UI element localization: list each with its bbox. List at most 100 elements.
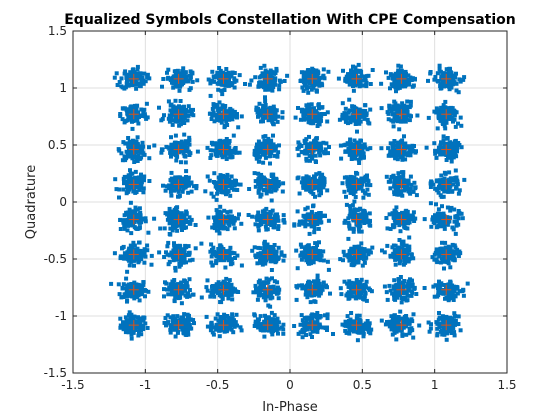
symbol-point	[392, 278, 397, 283]
symbol-point	[188, 151, 193, 156]
symbol-point	[314, 146, 319, 150]
symbol-point	[216, 285, 221, 290]
symbol-point	[214, 116, 219, 121]
symbol-point	[226, 319, 231, 324]
symbol-point	[181, 148, 185, 153]
symbol-point	[363, 78, 368, 83]
symbol-point	[273, 250, 278, 254]
symbol-point	[219, 153, 224, 158]
symbol-point	[218, 68, 223, 73]
symbol-point	[191, 184, 196, 189]
symbol-point	[271, 176, 276, 181]
symbol-point	[303, 292, 308, 297]
symbol-point	[185, 109, 190, 114]
symbol-point	[176, 244, 181, 249]
symbol-point	[122, 254, 127, 259]
symbol-point	[266, 324, 271, 329]
symbol-point	[256, 171, 261, 176]
symbol-point	[138, 220, 143, 225]
symbol-point	[120, 245, 125, 250]
symbol-point	[308, 154, 313, 159]
symbol-point	[268, 161, 272, 166]
symbol-point	[128, 168, 132, 173]
symbol-point	[400, 325, 404, 330]
symbol-point	[357, 229, 362, 234]
symbol-point	[207, 178, 212, 183]
symbol-point	[159, 118, 164, 123]
symbol-point	[257, 293, 262, 298]
symbol-point	[353, 181, 357, 186]
symbol-point	[353, 153, 358, 158]
symbol-point	[370, 245, 375, 250]
symbol-point	[362, 116, 367, 121]
symbol-point	[230, 185, 235, 190]
symbol-point	[382, 250, 387, 255]
symbol-point	[224, 117, 229, 122]
symbol-point	[180, 327, 185, 332]
symbol-point	[162, 294, 166, 299]
symbol-point	[395, 192, 400, 197]
symbol-point	[261, 188, 266, 193]
symbol-point	[256, 223, 261, 228]
symbol-point	[352, 150, 357, 155]
symbol-point	[259, 192, 264, 197]
symbol-point	[182, 247, 187, 252]
symbol-point	[315, 69, 320, 74]
symbol-point	[222, 257, 227, 262]
symbol-point	[351, 144, 356, 149]
symbol-point	[348, 174, 353, 179]
symbol-point	[257, 217, 262, 222]
symbol-point	[134, 185, 138, 190]
symbol-point	[183, 149, 188, 154]
symbol-point	[281, 218, 286, 223]
symbol-point	[265, 242, 270, 247]
symbol-point	[124, 156, 129, 161]
symbol-point	[262, 138, 267, 143]
symbol-point	[358, 178, 363, 183]
symbol-point	[255, 213, 260, 218]
symbol-point	[310, 186, 315, 191]
symbol-point	[175, 116, 180, 121]
symbol-point	[263, 95, 267, 100]
symbol-point	[401, 291, 406, 295]
symbol-point	[314, 320, 319, 325]
symbol-point	[122, 223, 127, 228]
symbol-point	[385, 243, 390, 248]
symbol-point	[166, 292, 171, 297]
symbol-point	[255, 261, 260, 266]
symbol-point	[271, 104, 276, 109]
symbol-point	[175, 142, 179, 147]
symbol-point	[254, 255, 259, 259]
symbol-point	[218, 146, 223, 151]
symbol-point	[227, 248, 232, 253]
symbol-point	[361, 251, 366, 256]
symbol-point	[326, 151, 330, 156]
symbol-point	[124, 220, 128, 225]
symbol-point	[232, 109, 237, 114]
symbol-point	[136, 282, 141, 287]
symbol-point	[152, 216, 157, 221]
symbol-point	[131, 318, 135, 323]
symbol-point	[254, 290, 259, 295]
symbol-point	[405, 256, 409, 261]
symbol-point	[175, 318, 180, 323]
symbol-point	[347, 97, 352, 102]
symbol-point	[175, 179, 180, 184]
symbol-point	[306, 68, 311, 72]
symbol-point	[177, 104, 181, 109]
symbol-point	[282, 220, 287, 225]
symbol-point	[173, 223, 178, 228]
symbol-point	[130, 126, 135, 131]
symbol-point	[122, 286, 127, 291]
symbol-point	[316, 183, 321, 188]
symbol-point	[173, 265, 178, 270]
symbol-point	[297, 222, 302, 227]
symbol-point	[356, 109, 361, 113]
symbol-point	[351, 73, 356, 78]
symbol-point	[117, 292, 122, 297]
symbol-point	[232, 215, 237, 220]
symbol-point	[267, 221, 272, 226]
symbol-point	[165, 244, 170, 249]
symbol-point	[358, 255, 363, 260]
symbol-point	[352, 199, 357, 204]
